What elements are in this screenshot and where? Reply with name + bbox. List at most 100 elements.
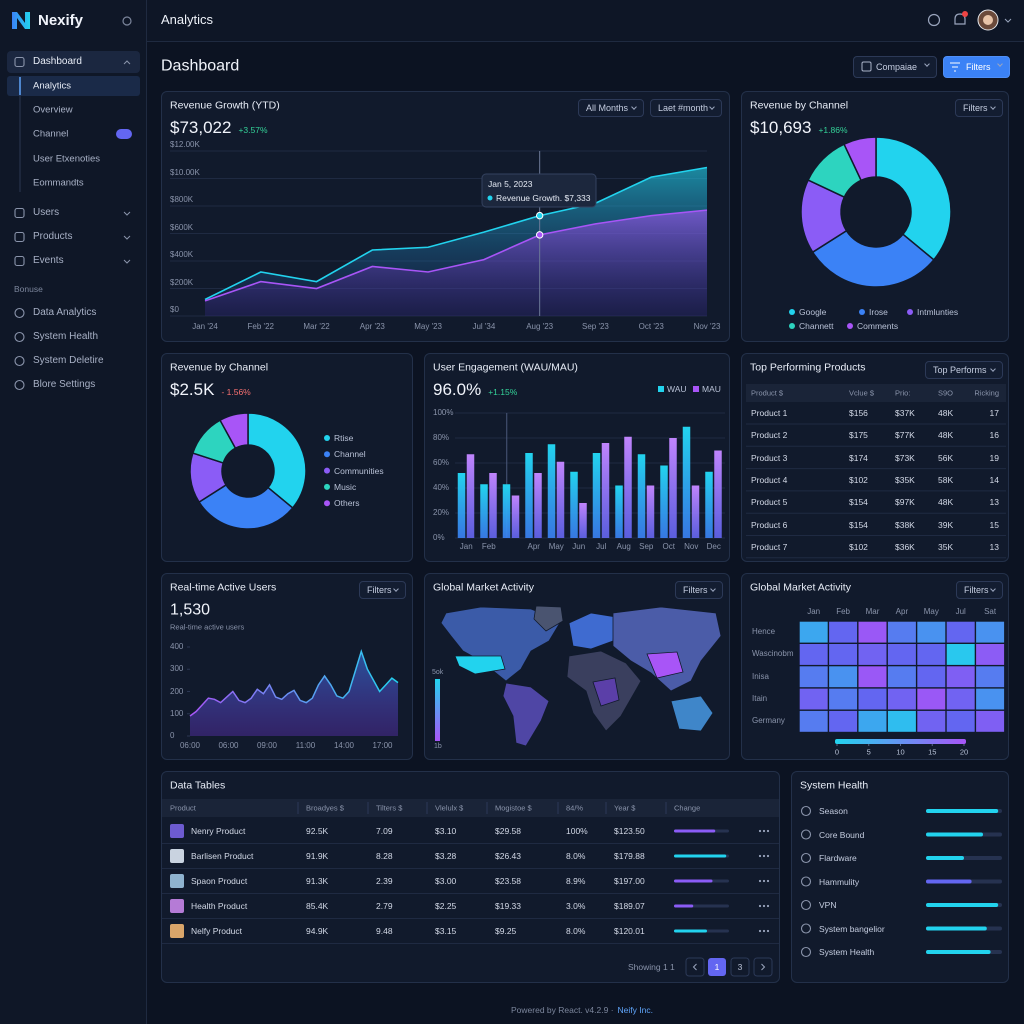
dropdown[interactable]: Filters xyxy=(956,581,1003,599)
card: System Health Season Core Bound Flardware Ha… xyxy=(791,771,1009,983)
legend-label: WAU xyxy=(667,383,687,394)
nav-item[interactable]: System Health xyxy=(33,331,99,342)
footer-link[interactable]: Neify Inc. xyxy=(617,1005,653,1015)
cell: $120.01 xyxy=(614,925,645,936)
heat-cell xyxy=(829,688,858,710)
item-icon xyxy=(800,852,812,864)
x-tick-label: 11:00 xyxy=(295,741,316,751)
cell: $156 xyxy=(849,407,868,418)
nav-item[interactable]: Eommandts xyxy=(33,177,84,189)
column-header: 84/% xyxy=(566,803,584,813)
donut-slice xyxy=(843,136,877,182)
nav-item[interactable]: Data Analytics xyxy=(33,307,97,318)
nav-item[interactable]: Blore Settings xyxy=(33,379,96,390)
cell: Product 2 xyxy=(751,430,788,441)
nav-item[interactable]: Users xyxy=(33,207,60,218)
nav-icon xyxy=(14,379,25,391)
nav-item[interactable]: Overview xyxy=(33,104,73,116)
card: Global Market Activity Filters Jan Feb Mar Ap… xyxy=(741,573,1009,760)
change-bar xyxy=(674,929,707,933)
dropdown[interactable]: All Months xyxy=(578,99,644,117)
heat-cell xyxy=(946,644,975,665)
nav-item[interactable]: Analytics xyxy=(33,80,72,92)
page-next xyxy=(753,957,773,977)
colorbar-label: 0 xyxy=(834,747,840,757)
health-bar xyxy=(926,809,999,813)
heat-cell xyxy=(946,710,975,732)
cell: $36K xyxy=(895,541,915,552)
dropdown[interactable]: Filters xyxy=(359,581,406,599)
bar xyxy=(511,495,520,538)
cell: $189.07 xyxy=(614,900,645,911)
dropdown[interactable]: Filters xyxy=(955,99,1003,117)
bar xyxy=(556,461,565,538)
card-title: Revenue Growth (YTD) xyxy=(170,99,280,112)
item-label: System bangelior xyxy=(819,923,885,934)
column-label: Jul xyxy=(955,607,966,617)
cell: 8.28 xyxy=(376,850,393,861)
product-icon xyxy=(170,874,184,888)
nav-icon xyxy=(14,255,25,267)
logo-icon xyxy=(12,12,30,29)
heat-cell xyxy=(887,621,916,643)
notif-dot xyxy=(962,11,968,17)
item-icon xyxy=(800,899,812,911)
product-icon xyxy=(170,899,184,913)
y-tick-label: 300 xyxy=(170,664,184,674)
y-tick-label: $400K xyxy=(170,250,194,260)
heat-cell xyxy=(858,688,887,710)
cell: 39K xyxy=(938,519,954,530)
cell: 100% xyxy=(566,825,588,836)
line xyxy=(204,209,708,302)
x-tick-label: 06:00 xyxy=(179,741,201,751)
bar xyxy=(669,438,677,538)
heat-cell xyxy=(858,621,887,643)
dropdown[interactable]: Filters xyxy=(943,56,1010,78)
kpi-value: 1,530 xyxy=(170,601,211,619)
cell: 2.39 xyxy=(376,875,393,886)
nav-item[interactable]: Events xyxy=(33,255,64,266)
legend-label: Comments xyxy=(857,320,899,331)
page-number[interactable]: 1 xyxy=(714,961,720,972)
line xyxy=(189,649,399,717)
tooltip-text: Revenue Growth. $7,333 xyxy=(496,192,591,203)
bar xyxy=(489,473,497,538)
x-tick-label: Apr xyxy=(527,542,540,552)
nav-icon xyxy=(14,331,25,343)
nav-item[interactable]: Products xyxy=(33,231,73,242)
dropdown[interactable]: Top Performs xyxy=(925,361,1003,379)
item-label: System Health xyxy=(819,946,875,957)
y-tick-label: $800K xyxy=(170,195,194,205)
bar xyxy=(457,473,466,538)
nav-item[interactable]: System Deletire xyxy=(33,355,104,366)
y-tick-label: 40% xyxy=(433,483,450,493)
nav-item[interactable]: Channel xyxy=(33,128,69,140)
bar xyxy=(579,503,587,538)
dropdown[interactable]: Filters xyxy=(675,581,723,599)
dropdown[interactable]: Compaiae xyxy=(853,56,937,78)
cell: 15 xyxy=(989,519,999,530)
page-number[interactable]: 3 xyxy=(737,961,743,972)
cell: 8.9% xyxy=(566,875,586,886)
legend-dot xyxy=(324,500,330,507)
legend-dot xyxy=(907,309,913,315)
nav-item[interactable]: Dashboard xyxy=(33,56,82,67)
cell: 92.5K xyxy=(306,825,329,836)
nav-item[interactable]: User Etxenoties xyxy=(33,153,101,165)
heat-cell xyxy=(887,710,916,732)
change-bar xyxy=(674,879,713,883)
row-label: Itain xyxy=(752,694,768,704)
column-label: Apr xyxy=(895,607,909,617)
item-label: Season xyxy=(819,805,848,816)
card: Top Performing Products Top Performs Produ… xyxy=(741,353,1009,562)
x-tick-label: Aug xyxy=(616,542,631,552)
item-icon xyxy=(800,876,812,887)
x-tick-label: Mar '22 xyxy=(303,322,330,332)
cell: $174 xyxy=(849,452,868,463)
cell: Nelfy Product xyxy=(191,925,243,936)
heat-cell xyxy=(858,666,887,688)
nav-icon xyxy=(14,355,25,367)
dropdown[interactable]: Laet #month xyxy=(650,99,722,117)
card-graphics xyxy=(800,805,1002,958)
card-graphics xyxy=(170,150,708,317)
